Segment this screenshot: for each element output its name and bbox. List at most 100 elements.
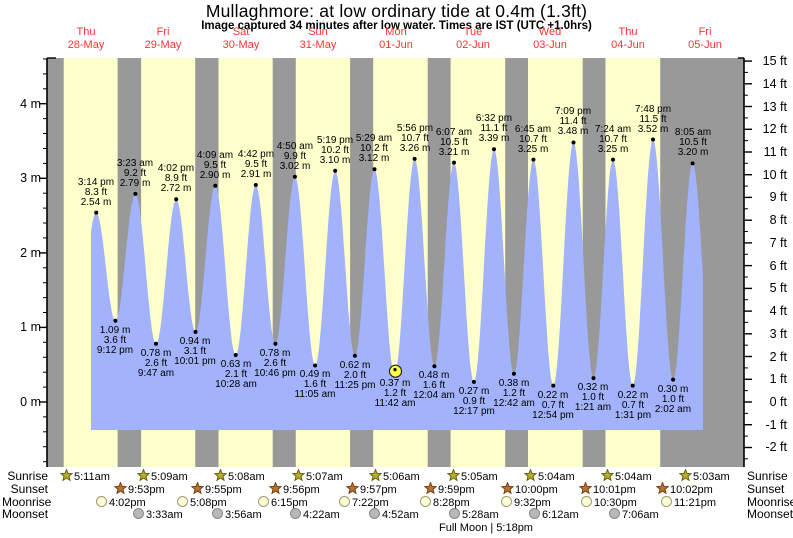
moonrise-icon [581, 495, 592, 507]
low-tide-label: 0.27 m 0.9 ft 12:17 pm [453, 386, 495, 417]
right-axis-label: 10 ft [762, 168, 787, 182]
moonrise-event: 8:28pm [419, 495, 470, 510]
high-tide-dot [651, 137, 655, 142]
right-axis-label: 13 ft [762, 100, 787, 114]
moonrise-event: 4:02pm [95, 495, 146, 510]
sunrise-icon [59, 468, 74, 482]
day-date: 03-Jun [533, 39, 567, 51]
moonrise-time: 6:15pm [271, 496, 308, 509]
high-tide-label: 4:09 am 9.5 ft 2.90 m [196, 150, 234, 181]
sunset-event: 9:55pm [190, 481, 242, 497]
moonrise-time: 11:21pm [674, 496, 716, 509]
high-tide-dot [611, 157, 615, 162]
high-tide-dot [333, 168, 338, 173]
right-axis-label: 6 ft [769, 259, 787, 273]
moonrise-time: 9:32pm [514, 496, 551, 509]
page-title: Mullaghmore: at low ordinary tide at 0.4… [205, 1, 588, 21]
sunset-icon [655, 481, 670, 495]
day-header: Thu 04-Jun [592, 26, 664, 52]
moonrise-row-label-left: Moonrise [2, 494, 52, 509]
moonset-icon [609, 508, 620, 519]
right-axis-label: 2 ft [769, 350, 787, 364]
high-tide-label: 3:14 pm 8.3 ft 2.54 m [77, 177, 115, 208]
low-tide-dot [630, 383, 635, 388]
high-tide-dot [412, 156, 417, 161]
sunrise-row-label-right: Sunrise [747, 469, 788, 483]
day-name: Mon [385, 26, 407, 38]
right-axis-label: 14 ft [762, 77, 787, 91]
moonrise-icon [96, 495, 107, 507]
moonrise-time: 8:28pm [433, 496, 470, 509]
moonset-icon [290, 508, 301, 519]
moonrise-event: 11:21pm [660, 495, 716, 510]
sunrise-icon [136, 468, 151, 482]
low-tide-dot [511, 371, 516, 376]
day-header: Sun 31-May [282, 26, 354, 52]
moonrise-event: 7:22pm [338, 495, 389, 510]
high-tide-dot [492, 147, 496, 152]
right-axis-label: 1 ft [769, 372, 787, 386]
day-date: 30-May [222, 39, 260, 51]
day-header: Tue 02-Jun [437, 26, 509, 52]
high-tide-dot [690, 161, 695, 166]
moonset-event: 4:52am [368, 507, 419, 522]
sunrise-icon [446, 468, 461, 482]
moonset-time: 5:28am [462, 509, 499, 521]
low-tide-label: 0.49 m 1.6 ft 11:05 am [294, 369, 336, 400]
day-date: 05-Jun [688, 39, 722, 51]
sunrise-time: 5:03am [693, 471, 730, 483]
sunrise-time: 5:08am [228, 471, 265, 483]
low-tide-label: 0.38 m 1.2 ft 12:42 am [493, 378, 535, 409]
right-axis-label: 11 ft [763, 145, 787, 159]
left-axis-label: 2 m [20, 246, 41, 260]
sunrise-time: 5:05am [461, 471, 498, 483]
left-axis-label: 1 m [20, 320, 41, 334]
high-tide-label: 4:50 am 9.9 ft 3.02 m [276, 141, 314, 172]
low-tide-label: 1.09 m 3.6 ft 9:12 pm [96, 325, 134, 356]
high-tide-dot [174, 197, 179, 202]
moonset-event: 4:22am [289, 507, 340, 522]
right-axis-label: 15 ft [762, 54, 787, 68]
sunset-time: 10:02pm [670, 484, 713, 496]
sunrise-event: 5:04am [523, 468, 575, 484]
moonrise-row-label-right: Moonrise [747, 494, 793, 509]
day-date: 01-Jun [379, 39, 413, 51]
low-tide-label: 0.78 m 2.6 ft 9:47 am [137, 348, 175, 379]
low-tide-dot [671, 377, 676, 382]
sunset-icon [268, 481, 283, 495]
moonrise-event: 5:08pm [176, 495, 227, 510]
moonset-icon [369, 508, 380, 519]
moonrise-icon [661, 495, 672, 507]
sunset-time: 9:55pm [205, 484, 242, 496]
sunset-event: 10:00pm [500, 481, 558, 497]
sunset-event: 9:59pm [423, 481, 475, 497]
high-tide-label: 7:24 am 10.7 ft 3.25 m [594, 124, 632, 155]
sunset-event: 10:01pm [578, 481, 636, 497]
high-tide-dot [94, 210, 99, 215]
day-header: Wed 03-Jun [514, 26, 586, 52]
sunrise-event: 5:03am [678, 468, 730, 484]
right-axis-label: 7 ft [769, 236, 787, 250]
high-tide-label: 8:05 am 10.5 ft 3.20 m [674, 127, 712, 158]
day-date: 29-May [144, 39, 182, 51]
right-axis-label: 0 ft [769, 395, 787, 409]
moonset-time: 3:56am [225, 509, 262, 521]
sunrise-row-label-left: Sunrise [7, 469, 48, 483]
moonset-event: 5:28am [448, 507, 499, 522]
sunrise-icon [291, 468, 306, 482]
moonrise-time: 7:22pm [352, 496, 389, 509]
low-tide-label: 0.94 m 3.1 ft 10:01 pm [174, 336, 216, 367]
day-header: Fri 29-May [127, 26, 199, 52]
sunrise-icon [368, 468, 383, 482]
sunrise-event: 5:08am [213, 468, 265, 484]
moonrise-icon [339, 495, 350, 507]
sunrise-icon [523, 468, 538, 482]
moonrise-time: 5:08pm [190, 496, 227, 509]
current-time-marker [388, 364, 403, 378]
moonset-time: 3:33am [146, 509, 183, 521]
moonrise-event: 6:15pm [257, 495, 308, 510]
sunrise-event: 5:11am [59, 468, 110, 484]
day-header: Fri 05-Jun [669, 26, 741, 52]
low-tide-label: 0.22 m 0.7 ft 12:54 pm [532, 390, 574, 421]
